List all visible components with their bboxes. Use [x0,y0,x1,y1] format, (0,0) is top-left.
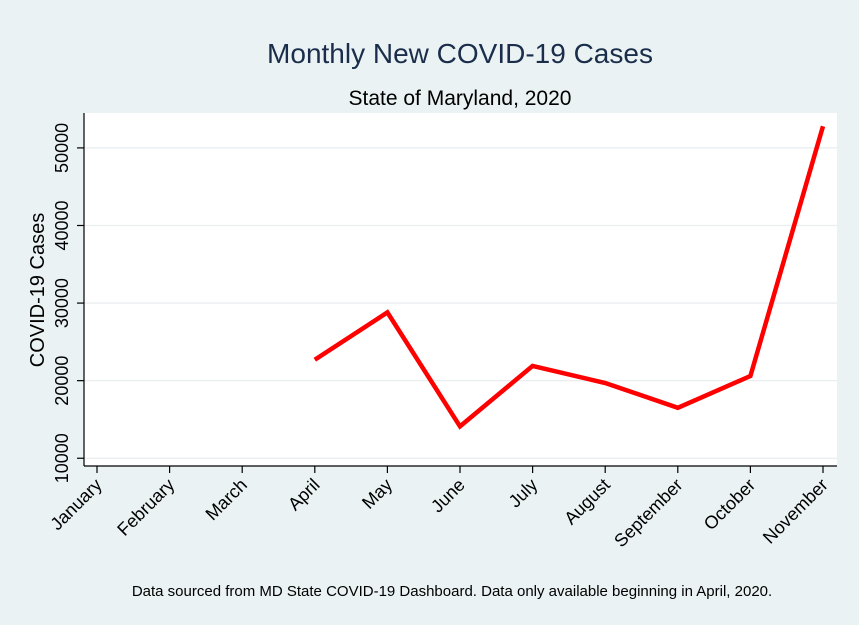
y-axis-label: COVID-19 Cases [27,213,49,368]
chart-title: Monthly New COVID-19 Cases [267,38,653,69]
x-tick-label: September [610,475,686,551]
series-line [313,125,826,430]
y-axis: 10000 20000 30000 40000 50000 [52,113,85,483]
y-tick-label: 30000 [52,278,72,328]
y-tick-label: 40000 [52,200,72,250]
y-tick-label: 10000 [52,433,72,483]
x-axis: January February March April May June July Augu… [46,465,837,551]
y-tick-label: 20000 [52,356,72,406]
x-tick-label: July [505,475,542,512]
source-note: Data sourced from MD State COVID-19 Dash… [132,583,772,600]
x-tick-label: November [759,475,832,548]
x-tick-label: June [427,475,469,517]
chart-subtitle: State of Maryland, 2020 [349,87,572,110]
x-tick-label: March [202,475,252,525]
x-tick-label: October [700,475,759,534]
x-tick-label: May [358,475,396,513]
y-tick-label: 50000 [52,123,72,173]
gridlines [84,147,837,459]
x-tick-label: February [113,475,178,540]
plot-area [84,113,837,466]
x-tick-label: August [560,475,614,529]
x-tick-label: April [284,475,324,515]
series-layer [313,125,826,430]
